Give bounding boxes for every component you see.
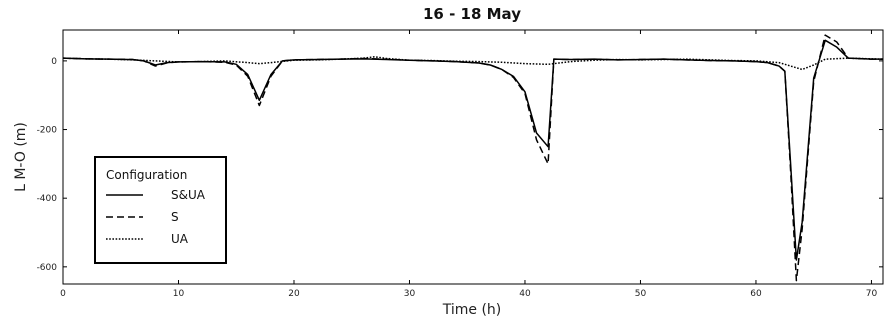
y-tick-label: -600 [37, 263, 58, 273]
x-tick-label: 50 [635, 289, 647, 299]
legend: Configuration S&UA S UA [94, 156, 227, 264]
x-tick-label: 30 [404, 289, 416, 299]
x-tick-label: 0 [60, 289, 66, 299]
y-axis-label: L M-O (m) [13, 122, 29, 192]
chart-title: 16 - 18 May [423, 5, 521, 23]
y-tick-label: -400 [37, 194, 58, 204]
series-line-sua [63, 39, 883, 261]
legend-box [94, 156, 227, 264]
x-tick-label: 40 [519, 289, 531, 299]
x-tick-label: 60 [750, 289, 762, 299]
x-tick-label: 70 [866, 289, 878, 299]
plot-frame [62, 29, 884, 285]
series-group [63, 34, 883, 282]
x-tick-label: 20 [288, 289, 300, 299]
legend-entry-label: UA [171, 232, 189, 246]
y-tick-label: -200 [37, 126, 58, 136]
y-tick-label: 0 [51, 57, 57, 67]
x-axis-label: Time (h) [442, 302, 502, 318]
legend-entry-label: S [171, 210, 179, 224]
legend-title: Configuration [106, 168, 187, 182]
legend-entry-label: S&UA [171, 188, 206, 202]
axis-ticks: 0 10 20 30 40 50 60 70 0 -200 -400 -600 [37, 30, 883, 299]
x-tick-label: 10 [173, 289, 185, 299]
